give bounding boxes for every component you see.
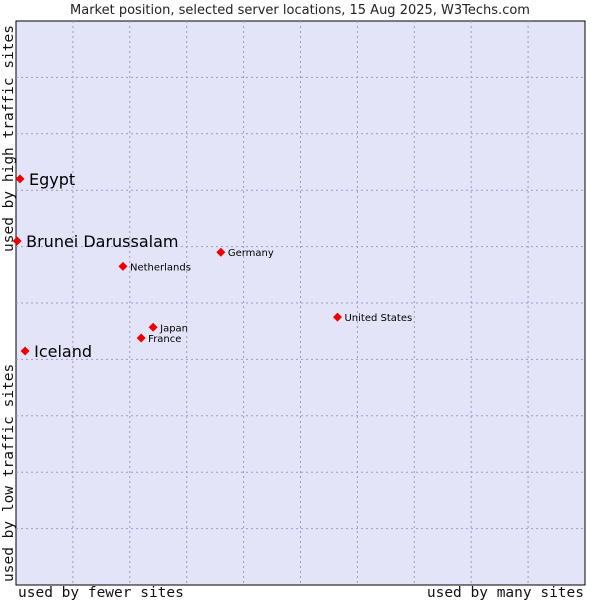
point-label-japan: Japan — [159, 323, 188, 334]
point-marker-brunei-darussalam — [12, 236, 22, 246]
grid-lines — [16, 21, 585, 585]
point-label-germany: Germany — [228, 248, 274, 259]
point-label-france: France — [148, 334, 181, 345]
point-label-egypt: Egypt — [29, 170, 75, 189]
y-axis-label-top: used by high traffic sites — [1, 25, 17, 252]
point-label-netherlands: Netherlands — [130, 262, 191, 273]
point-label-united-states: United States — [344, 313, 412, 324]
point-marker-iceland — [20, 346, 30, 356]
x-axis-label-right: used by many sites — [427, 585, 584, 600]
point-label-iceland: Iceland — [34, 342, 92, 361]
point-marker-france — [136, 333, 146, 343]
point-marker-germany — [216, 247, 226, 257]
x-axis-label-left: used by fewer sites — [18, 585, 184, 600]
point-marker-egypt — [15, 174, 25, 184]
data-points: Egypt Brunei Darussalam Iceland Germany Neth… — [12, 170, 412, 361]
point-marker-japan — [148, 322, 158, 332]
point-marker-united-states — [332, 312, 342, 322]
point-label-brunei-darussalam: Brunei Darussalam — [26, 232, 178, 251]
point-marker-netherlands — [118, 261, 128, 271]
chart-title: Market position, selected server locatio… — [70, 3, 530, 18]
y-axis-label-bottom: used by low traffic sites — [1, 364, 17, 582]
